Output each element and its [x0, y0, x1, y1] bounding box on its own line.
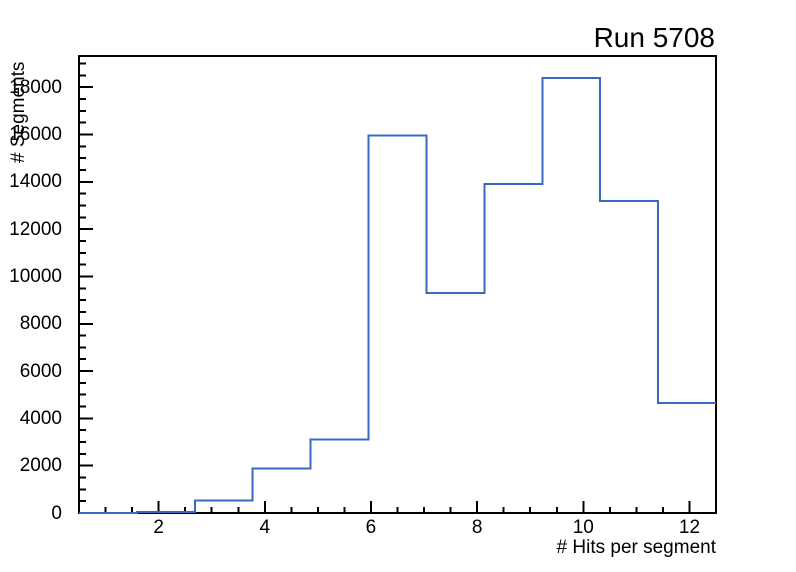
y-tick-label: 0	[51, 502, 62, 524]
x-tick-label: 2	[153, 517, 164, 538]
y-tick-label: 16000	[9, 124, 62, 146]
y-tick-label: 10000	[9, 265, 62, 287]
plot-frame	[78, 55, 717, 514]
y-tick-label: 6000	[19, 360, 62, 382]
x-tick-label: 10	[572, 517, 594, 538]
x-tick-label: 8	[471, 517, 483, 538]
x-tick-label: 12	[678, 517, 701, 538]
y-tick-label: 4000	[19, 407, 62, 429]
histogram-line	[79, 76, 716, 514]
y-tick-label: 12000	[9, 218, 62, 240]
chart-title: Run 5708	[593, 22, 715, 53]
y-tick-label: 8000	[19, 313, 62, 335]
y-tick-label: 2000	[19, 455, 62, 477]
x-tick-label: 6	[365, 517, 377, 538]
x-axis-title: # Hits per segment	[556, 537, 716, 558]
x-tick-label: 4	[259, 517, 271, 538]
y-tick-label: 14000	[9, 171, 62, 193]
y-tick-label: 18000	[9, 76, 62, 98]
